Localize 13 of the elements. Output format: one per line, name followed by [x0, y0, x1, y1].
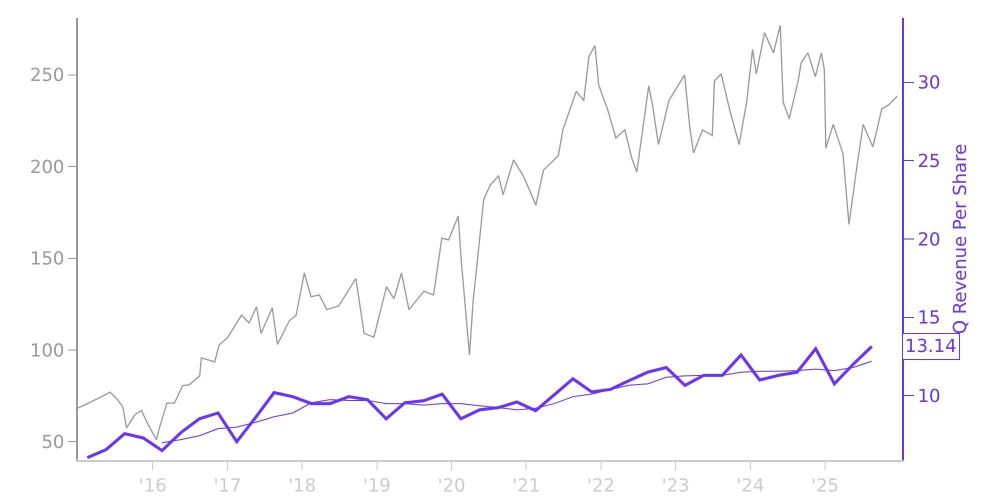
line-series: [86, 345, 874, 460]
data-label: 13.14: [905, 336, 957, 357]
y2-axis-title: Q Revenue Per Share: [950, 144, 972, 334]
y-tick-label: 200: [30, 156, 64, 178]
y-tick-label: 250: [30, 65, 64, 86]
y2-tick-label: 20: [918, 229, 941, 250]
y2-tick-label: 25: [918, 150, 941, 172]
y-tick-label: 100: [30, 340, 64, 362]
y-tick-label: 50: [41, 432, 64, 453]
y-tick-label: 150: [30, 248, 64, 270]
y2-tick-label: 15: [918, 308, 941, 329]
y2-tick-label: 30: [918, 72, 941, 94]
y2-tick-label: 10: [918, 386, 941, 408]
